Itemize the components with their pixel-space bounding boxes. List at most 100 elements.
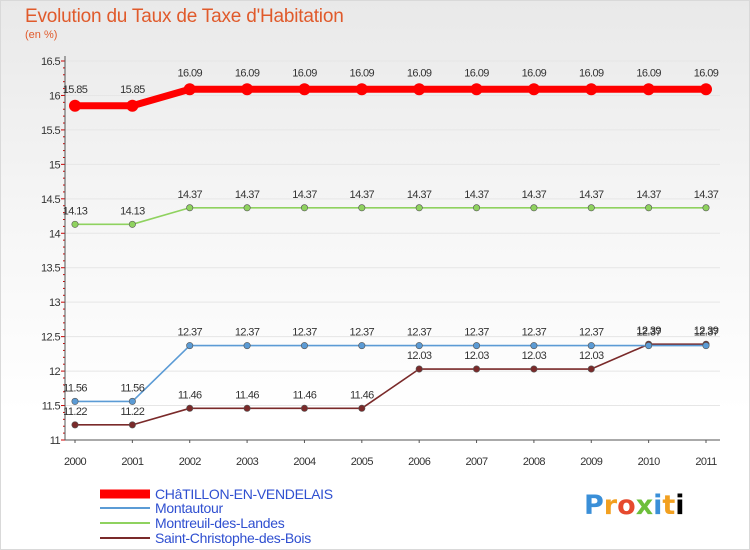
data-point: [642, 83, 655, 96]
data-point: [645, 204, 653, 212]
legend-label: CHâTILLON-EN-VENDELAIS: [155, 486, 333, 502]
data-point: [645, 342, 653, 350]
data-label: 11.46: [178, 389, 202, 401]
data-label: 11.22: [121, 406, 145, 418]
x-tick-label: 2004: [293, 456, 316, 468]
series-0: [69, 83, 712, 112]
data-label: 11.46: [235, 389, 259, 401]
data-label: 11.46: [350, 389, 374, 401]
data-point: [530, 204, 538, 212]
data-label: 16.09: [579, 67, 604, 79]
data-label: 12.37: [694, 327, 719, 339]
proxiti-logo: Proxiti: [584, 490, 685, 521]
series-2: [71, 204, 710, 228]
data-label: 14.13: [120, 205, 145, 217]
logo-letter: x: [635, 490, 654, 521]
data-label: 12.03: [464, 350, 489, 362]
data-point: [415, 365, 423, 373]
logo-letter: o: [617, 490, 636, 521]
data-point: [69, 99, 81, 112]
data-point: [186, 204, 194, 212]
data-point: [587, 365, 595, 373]
y-tick-label: 15: [49, 159, 61, 171]
logo-letter: r: [603, 490, 618, 521]
series-line: [74, 343, 707, 426]
y-tick-label: 16.5: [41, 56, 60, 68]
y-tick-label: 11: [50, 435, 61, 447]
data-label: 11.56: [121, 382, 145, 394]
data-point: [415, 204, 423, 212]
data-label: 15.85: [63, 84, 88, 96]
data-point: [358, 404, 366, 412]
data-label: 12.37: [235, 327, 260, 339]
data-point: [587, 342, 595, 350]
data-label: 12.37: [636, 327, 661, 339]
chart-subtitle: (en %): [25, 29, 58, 41]
data-point: [243, 342, 251, 350]
data-label: 12.39: [636, 325, 661, 337]
data-label: 15.85: [120, 84, 145, 96]
series-line: [74, 344, 707, 403]
data-label: 16.09: [177, 67, 202, 79]
legend-label: Montreuil-des-Landes: [155, 515, 285, 531]
data-label: 14.37: [407, 189, 432, 201]
x-tick-label: 2001: [121, 456, 144, 468]
data-point: [530, 365, 538, 373]
y-tick-label: 12.5: [41, 332, 60, 344]
data-label: 12.37: [407, 327, 432, 339]
data-label: 14.37: [694, 189, 719, 201]
series-1: [71, 342, 710, 405]
data-label: 16.09: [350, 67, 375, 79]
data-label: 16.09: [522, 67, 547, 79]
y-tick-label: 15.5: [41, 125, 60, 137]
data-point: [527, 83, 540, 96]
series-line: [74, 206, 707, 226]
x-tick-label: 2000: [64, 456, 87, 468]
data-point: [585, 83, 598, 96]
data-label: 14.37: [235, 189, 260, 201]
data-label: 11.56: [63, 382, 87, 394]
data-point: [128, 397, 136, 405]
data-point: [700, 83, 712, 96]
data-point: [473, 365, 481, 373]
data-label: 14.37: [579, 189, 604, 201]
data-label: 12.37: [292, 327, 317, 339]
data-label: 11.46: [293, 389, 317, 401]
data-point: [300, 204, 308, 212]
data-point: [71, 220, 79, 228]
data-point: [530, 342, 538, 350]
data-point: [470, 83, 483, 96]
x-tick-label: 2003: [236, 456, 259, 468]
data-point: [126, 99, 139, 112]
logo-letter: P: [584, 490, 604, 521]
x-tick-label: 2002: [179, 456, 202, 468]
data-point: [702, 204, 710, 212]
y-tick-label: 16: [49, 90, 61, 102]
data-label: 12.37: [522, 327, 547, 339]
data-point: [300, 342, 308, 350]
x-tick-label: 2011: [695, 456, 717, 468]
logo-letter: i: [675, 490, 685, 521]
data-point: [355, 83, 368, 96]
data-point: [241, 83, 254, 96]
data-label: 12.03: [407, 350, 432, 362]
data-point: [128, 421, 136, 429]
data-label: 16.09: [694, 67, 719, 79]
data-label: 16.09: [292, 67, 317, 79]
data-label: 16.09: [235, 67, 260, 79]
y-tick-label: 11.5: [42, 401, 61, 413]
data-label: 14.13: [63, 205, 88, 217]
data-point: [243, 404, 251, 412]
x-tick-label: 2007: [466, 456, 489, 468]
y-tick-label: 14: [49, 228, 61, 240]
y-tick-label: 13.5: [41, 263, 60, 275]
chart-title: Evolution du Taux de Taxe d'Habitation: [25, 6, 344, 27]
data-point: [183, 83, 196, 96]
data-point: [587, 204, 595, 212]
data-point: [71, 421, 79, 429]
data-label: 14.37: [292, 189, 317, 201]
legend-label: Montautour: [155, 500, 223, 516]
data-label: 12.39: [694, 325, 719, 337]
y-tick-label: 12: [49, 366, 61, 378]
